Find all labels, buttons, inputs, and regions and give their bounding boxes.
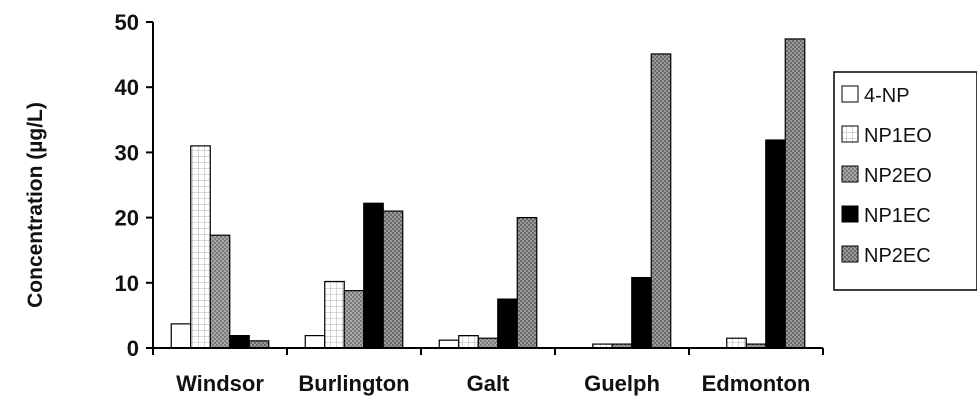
y-tick-label: 40 [115,75,139,100]
x-category-label: Guelph [584,371,660,396]
bar-np1eo [458,335,479,349]
bar-np2eo [477,337,499,349]
x-category-label: Edmonton [702,371,811,396]
x-category-label: Galt [467,371,510,396]
legend-label: NP2EO [864,165,932,187]
bar-np2eo [343,290,365,349]
legend-label: NP2EC [864,245,931,267]
bar-4-np [438,339,460,349]
y-tick-label: 30 [115,140,139,165]
legend-swatch [841,125,859,143]
bar-np1eo [324,280,345,349]
bar-np2eo [209,234,231,349]
bar-np1eo [190,145,211,349]
legend-swatch [841,245,859,263]
legend-label: NP1EC [864,205,931,227]
bar-np2ec [516,217,538,349]
x-axis: Windsor Burlington Galt Guelph Edmonton [152,347,824,396]
y-tick-label: 10 [115,271,139,296]
legend-swatch [841,165,859,183]
bars-group [170,38,806,349]
legend: 4-NP NP1EO NP2EO NP1EC NP2EC [833,71,977,291]
legend-swatch [841,85,859,103]
bar-np1eo [726,337,747,349]
x-category-label: Burlington [298,371,409,396]
bar-np2ec [784,38,806,349]
y-axis-label: Concentration (µg/L) [24,102,47,308]
legend-label: NP1EO [864,125,932,147]
bar-np1ec [363,202,384,349]
bar-np2ec [248,340,270,349]
bar-np2ec [382,210,404,349]
bar-np1ec [765,139,786,349]
y-tick-label: 0 [127,336,139,361]
legend-swatch [841,205,859,223]
bar-np1ec [631,276,652,349]
y-tick-label: 20 [115,206,139,231]
bar-4-np [170,323,192,349]
bar-np2ec [650,53,672,349]
x-category-label: Windsor [176,371,264,396]
legend-label: 4-NP [864,85,910,107]
bar-np1ec [229,335,250,349]
y-axis: 0 10 20 30 40 50 [115,10,154,361]
bar-4-np [304,335,326,349]
y-tick-label: 50 [115,10,139,35]
bar-np1ec [497,298,518,349]
